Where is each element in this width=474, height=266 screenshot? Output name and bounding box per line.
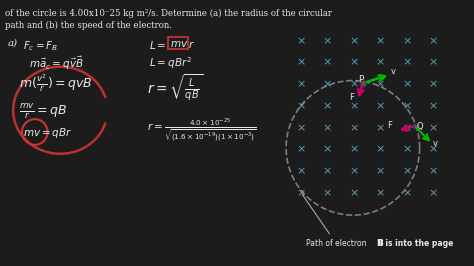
Text: ×: × [296,167,306,177]
Text: ×: × [428,80,438,90]
Text: ×: × [296,123,306,133]
Text: $L = $: $L = $ [149,39,166,51]
Text: ×: × [349,101,358,111]
Text: path and (b) the speed of the electron.: path and (b) the speed of the electron. [5,21,173,30]
Text: ×: × [349,80,358,90]
Text: ×: × [296,188,306,198]
Text: ×: × [349,167,358,177]
Text: $m(\frac{v^2}{r}) = qvB$: $m(\frac{v^2}{r}) = qvB$ [19,73,93,94]
Text: F: F [349,93,354,102]
Text: ×: × [376,188,385,198]
Text: ×: × [428,123,438,133]
Text: ×: × [402,188,411,198]
Text: $r$: $r$ [188,39,195,50]
Text: ×: × [428,58,438,68]
Text: ×: × [428,101,438,111]
Text: ×: × [376,58,385,68]
Text: ×: × [323,167,332,177]
Text: ×: × [349,145,358,155]
Text: ×: × [428,36,438,46]
Text: ×: × [376,80,385,90]
Text: ×: × [296,80,306,90]
Text: ×: × [428,145,438,155]
Text: ×: × [296,101,306,111]
Text: P: P [358,75,363,84]
Text: ×: × [376,145,385,155]
Text: ×: × [296,145,306,155]
Text: ×: × [402,101,411,111]
Text: ×: × [296,58,306,68]
Text: ×: × [428,188,438,198]
Text: ×: × [402,36,411,46]
Text: $m\vec{a}_c = q\vec{v}\vec{B}$: $m\vec{a}_c = q\vec{v}\vec{B}$ [29,55,84,72]
Text: ×: × [402,145,411,155]
Text: ×: × [376,101,385,111]
Text: ×: × [323,58,332,68]
Text: B is into the page: B is into the page [377,239,454,248]
Text: v: v [432,139,438,148]
Text: ×: × [376,36,385,46]
Text: Path of electron: Path of electron [302,195,366,248]
Text: B: B [377,239,383,248]
Text: ×: × [376,123,385,133]
Text: ×: × [296,36,306,46]
Text: ×: × [323,36,332,46]
Text: ×: × [323,80,332,90]
Text: of the circle is 4.00x10⁻25 kg m²/s. Determine (a) the radius of the circular: of the circle is 4.00x10⁻25 kg m²/s. Det… [5,9,332,18]
Text: $F_c = F_B$: $F_c = F_B$ [23,39,58,53]
Text: ×: × [402,80,411,90]
Text: F: F [387,121,392,130]
Text: $r = \frac{4.0\times10^{-25}}{\sqrt{(1.6\times10^{-19})(1\times10^{-3})}}$: $r = \frac{4.0\times10^{-25}}{\sqrt{(1.6… [146,118,256,144]
Text: a): a) [7,39,18,48]
Text: ×: × [349,58,358,68]
Text: ×: × [402,167,411,177]
Text: ×: × [349,123,358,133]
Text: ×: × [349,188,358,198]
Text: ×: × [376,167,385,177]
Text: $L = qBr^2$: $L = qBr^2$ [149,55,191,71]
Text: $\frac{mv}{r} = qB$: $\frac{mv}{r} = qB$ [19,102,67,121]
Text: Q: Q [417,122,423,131]
Text: ×: × [402,123,411,133]
Text: ×: × [349,36,358,46]
Text: $mv = qBr$: $mv = qBr$ [23,126,73,140]
Text: ×: × [323,145,332,155]
Text: ×: × [428,167,438,177]
Text: v: v [391,66,396,76]
Text: ×: × [323,101,332,111]
Text: ×: × [323,123,332,133]
Text: ×: × [323,188,332,198]
Text: $r = \sqrt{\frac{L}{qB}}$: $r = \sqrt{\frac{L}{qB}}$ [146,73,203,103]
Text: ×: × [402,58,411,68]
Text: $mv$: $mv$ [170,39,189,49]
